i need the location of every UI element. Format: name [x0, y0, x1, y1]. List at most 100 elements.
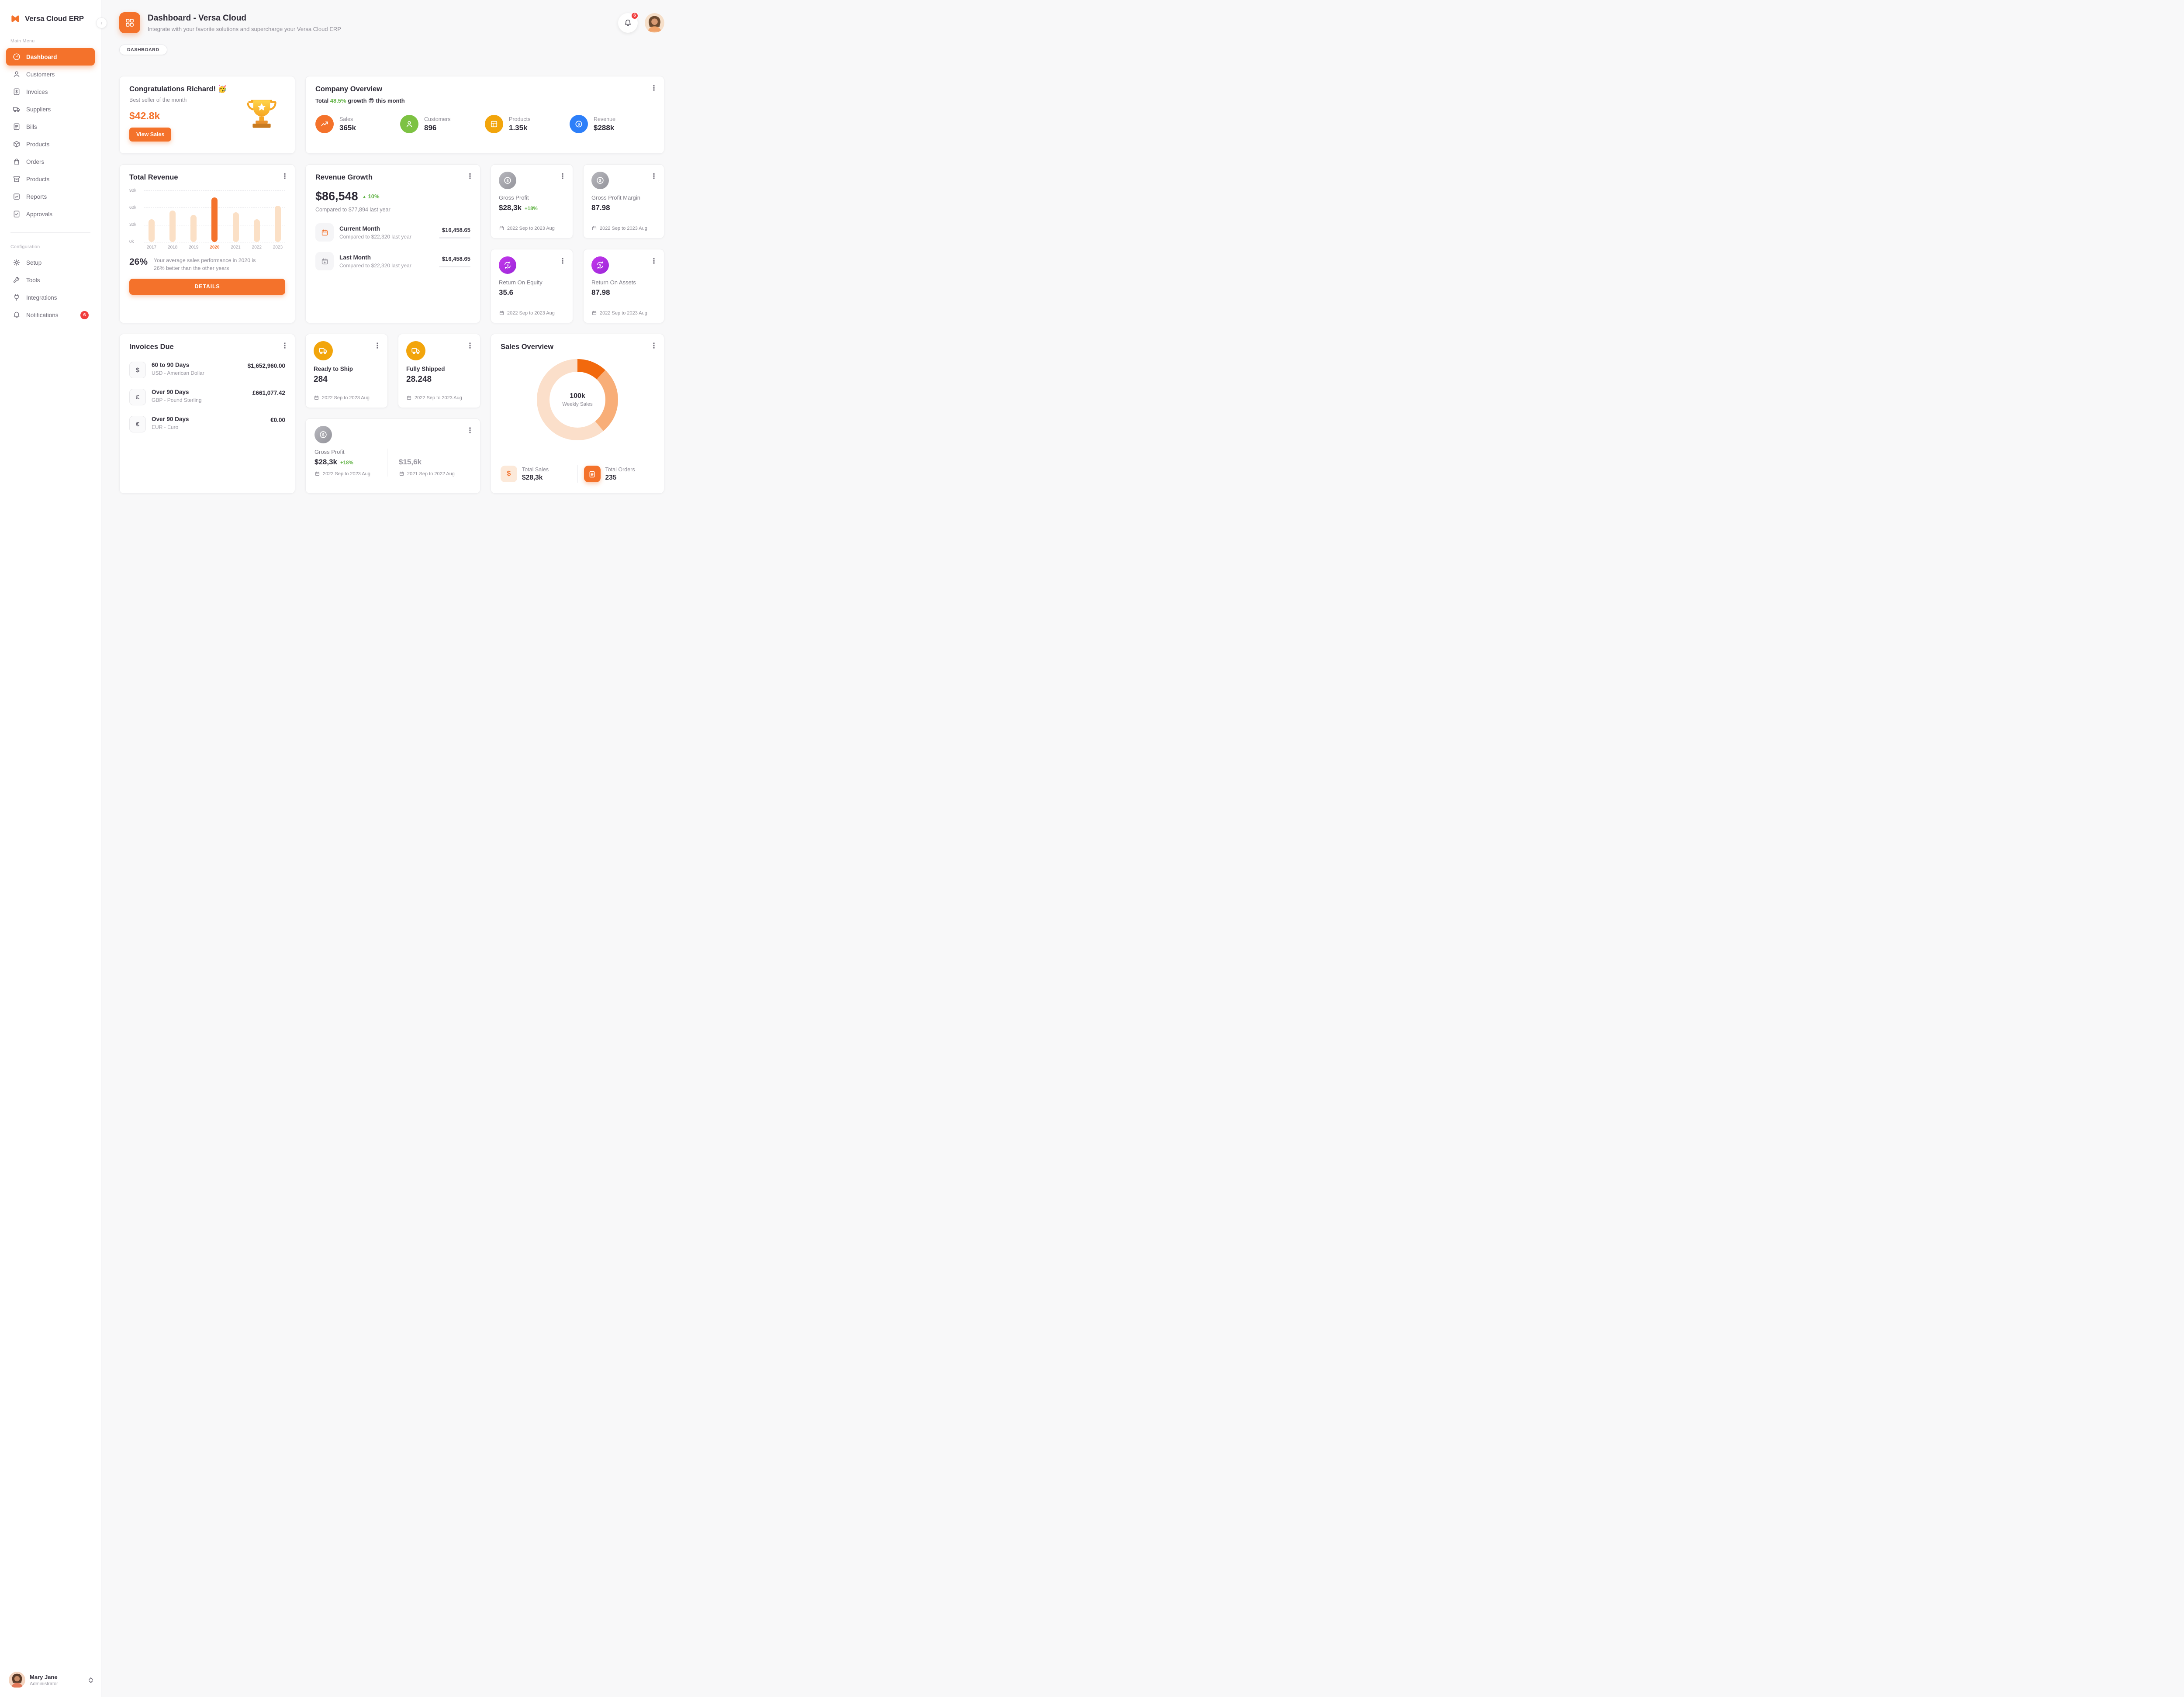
- fully-shipped-menu-button[interactable]: ⋮: [464, 340, 476, 352]
- revenue-bar[interactable]: [232, 212, 239, 242]
- sidebar-item-tools[interactable]: Tools: [6, 271, 95, 289]
- integrations-icon: [12, 293, 21, 302]
- pound-currency-icon: £: [129, 389, 146, 405]
- truck-icon: [406, 341, 425, 360]
- sidebar: Versa Cloud ERP Main Menu Dashboard Cust…: [0, 0, 101, 1697]
- revenue-bar[interactable]: [211, 197, 218, 242]
- stat-value: 896: [424, 123, 437, 132]
- gross-profit-menu-button[interactable]: ⋮: [557, 171, 568, 182]
- return-on-assets-menu-button[interactable]: ⋮: [648, 256, 660, 267]
- row-subtitle: EUR - Euro: [152, 424, 179, 430]
- sidebar-item-suppliers[interactable]: Suppliers: [6, 100, 95, 118]
- user-menu-chevrons-icon[interactable]: [89, 1677, 93, 1683]
- breadcrumb-dashboard[interactable]: DASHBOARD: [119, 45, 167, 55]
- sidebar-item-notifications[interactable]: Notifications 6: [6, 306, 95, 324]
- card-period: 2022 Sep to 2023 Aug: [406, 395, 472, 401]
- dollar-circle-icon: $: [570, 115, 588, 133]
- view-sales-button[interactable]: View Sales: [129, 128, 172, 142]
- gross-profit-compare-menu-button[interactable]: ⋮: [464, 425, 476, 436]
- ready-to-ship-card: ⋮ Ready to Ship 284 2022 Sep to 2023 Aug: [305, 334, 388, 408]
- sidebar-item-dashboard[interactable]: Dashboard: [6, 48, 95, 66]
- stat-products: Products 1.35k: [485, 115, 570, 133]
- company-overview-menu-button[interactable]: ⋮: [648, 83, 660, 94]
- bar-column: 2019: [189, 190, 198, 250]
- sidebar-item-reports[interactable]: Reports: [6, 188, 95, 205]
- revenue-bar[interactable]: [274, 206, 281, 242]
- header-avatar[interactable]: [645, 13, 664, 33]
- details-button[interactable]: DETAILS: [129, 278, 285, 295]
- gross-profit-margin-menu-button[interactable]: ⋮: [648, 171, 660, 182]
- card-period: 2022 Sep to 2023 Aug: [314, 395, 380, 401]
- x-tick-label: 2020: [210, 245, 220, 250]
- row-value: $16,458.65: [442, 226, 470, 233]
- sidebar-item-invoices[interactable]: Invoices: [6, 83, 95, 100]
- fully-shipped-card: ⋮ Fully Shipped 28.248 2022 Sep to 2023 …: [398, 334, 480, 408]
- stat-value: 1.35k: [509, 123, 528, 132]
- revenue-bar[interactable]: [149, 219, 155, 242]
- total-revenue-menu-button[interactable]: ⋮: [279, 171, 290, 182]
- sidebar-item-label: Products: [26, 141, 50, 148]
- sidebar-item-bills[interactable]: Bills: [6, 118, 95, 135]
- calendar-export-icon: [315, 252, 334, 270]
- sales-overview-title: Sales Overview: [501, 343, 554, 351]
- sidebar-collapse-button[interactable]: ‹: [96, 17, 107, 28]
- notifications-button[interactable]: 6: [618, 11, 639, 33]
- donut-center: 100k Weekly Sales: [537, 359, 618, 440]
- sidebar-item-customers[interactable]: Customers: [6, 66, 95, 83]
- card-label: Fully Shipped: [406, 366, 445, 372]
- donut-value: 100k: [570, 392, 585, 400]
- sidebar-user[interactable]: Mary Jane Administrator: [0, 1665, 101, 1697]
- revenue-growth-compare: Compared to $77,894 last year: [315, 207, 390, 213]
- card-period: 2022 Sep to 2023 Aug: [499, 225, 565, 231]
- sidebar-item-products-2[interactable]: Products: [6, 170, 95, 188]
- euro-currency-icon: €: [129, 416, 146, 432]
- sidebar-item-setup[interactable]: Setup: [6, 254, 95, 271]
- calendar-icon: [315, 223, 334, 242]
- approvals-icon: [12, 210, 21, 218]
- bell-icon: [623, 18, 632, 28]
- row-value: €0.00: [270, 417, 285, 423]
- return-on-equity-menu-button[interactable]: ⋮: [557, 256, 568, 267]
- sidebar-item-label: Setup: [26, 259, 42, 266]
- sidebar-item-integrations[interactable]: Integrations: [6, 289, 95, 306]
- card-label: Gross Profit Margin: [591, 194, 640, 201]
- x-tick-label: 2023: [273, 245, 283, 250]
- sales-overview-totals: $ Total Sales $28,3k Total Orders 235: [501, 465, 654, 484]
- row-subtitle: GBP - Pound Sterling: [152, 397, 202, 403]
- revenue-bar[interactable]: [190, 215, 197, 242]
- card-period: 2022 Sep to 2023 Aug: [591, 225, 656, 231]
- sidebar-item-label: Suppliers: [26, 106, 51, 113]
- card-label: Return On Equity: [499, 279, 543, 286]
- revenue-growth-card: Revenue Growth ⋮ $86,548 ▲ 10% Compared t…: [305, 164, 480, 323]
- bell-icon: [12, 311, 21, 319]
- sidebar-item-products[interactable]: Products: [6, 135, 95, 153]
- user-role: Administrator: [30, 1681, 58, 1687]
- row-title: Current Month: [339, 225, 380, 232]
- stat-label: Products: [509, 116, 531, 122]
- up-arrow-icon: ▲: [362, 194, 366, 199]
- user-name: Mary Jane: [30, 1673, 58, 1680]
- gear-icon: [12, 258, 21, 267]
- bar-column: 2018: [168, 190, 177, 250]
- card-delta: +18%: [525, 206, 538, 211]
- gross-profit-card: $ ⋮ Gross Profit $28,3k +18% 2022 Sep to…: [491, 164, 573, 238]
- sidebar-item-approvals[interactable]: Approvals: [6, 205, 95, 223]
- sales-overview-menu-button[interactable]: ⋮: [648, 340, 660, 352]
- revenue-bar[interactable]: [169, 210, 176, 242]
- bar-column: 2020: [210, 190, 220, 250]
- sidebar-item-orders[interactable]: Orders: [6, 153, 95, 170]
- revenue-bar[interactable]: [253, 219, 260, 242]
- company-stats-row: Sales 365k Customers 896 Products 1.35k: [315, 115, 654, 133]
- calendar-icon: [399, 471, 404, 476]
- total-revenue-y-axis: 90k 60k 30k 0k: [129, 188, 137, 245]
- stat-label: Revenue: [594, 116, 616, 122]
- revenue-growth-menu-button[interactable]: ⋮: [464, 171, 476, 182]
- congratulations-subtitle: Best seller of the month: [129, 97, 187, 103]
- ready-to-ship-menu-button[interactable]: ⋮: [372, 340, 383, 352]
- total-revenue-bars: 2017 2018 2019 2020 2021 2022 2023: [144, 190, 285, 250]
- invoices-due-menu-button[interactable]: ⋮: [279, 340, 290, 352]
- congratulations-amount: $42.8k: [129, 110, 160, 121]
- dashboard-icon: [12, 52, 21, 61]
- bar-column: 2023: [273, 190, 283, 250]
- sidebar-config-nav: Setup Tools Integrations Notifications 6: [0, 254, 101, 324]
